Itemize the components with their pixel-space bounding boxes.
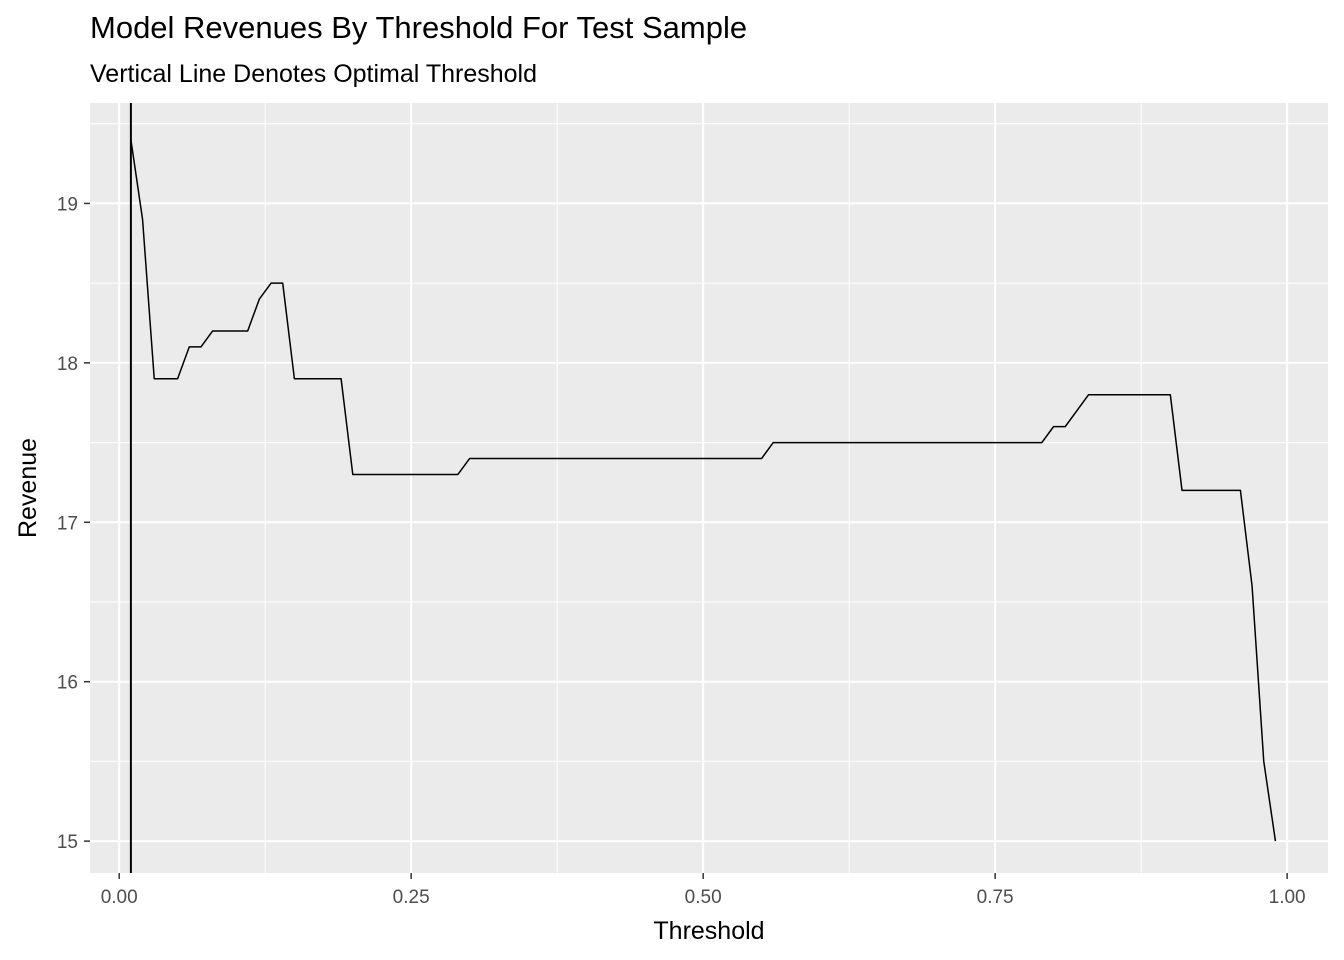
x-tick-label: 0.25 bbox=[393, 887, 430, 908]
major-grid bbox=[90, 103, 1328, 873]
chart-subtitle: Vertical Line Denotes Optimal Threshold bbox=[90, 60, 537, 88]
y-tick-label: 19 bbox=[57, 194, 78, 215]
plot-panel bbox=[90, 103, 1328, 873]
y-tick-label: 18 bbox=[57, 354, 78, 375]
x-tick-label: 0.00 bbox=[101, 887, 138, 908]
minor-grid bbox=[90, 103, 1328, 873]
y-axis: 15 16 17 18 19 bbox=[57, 194, 90, 853]
y-tick-label: 16 bbox=[57, 673, 78, 694]
y-tick-label: 17 bbox=[57, 513, 78, 534]
chart-title: Model Revenues By Threshold For Test Sam… bbox=[90, 10, 748, 45]
revenue-line-series bbox=[130, 139, 1277, 842]
x-axis: 0.00 0.25 0.50 0.75 1.00 bbox=[101, 873, 1306, 908]
x-tick-label: 0.50 bbox=[685, 887, 722, 908]
y-axis-title: Revenue bbox=[14, 438, 42, 538]
x-tick-label: 0.75 bbox=[977, 887, 1014, 908]
x-tick-label: 1.00 bbox=[1269, 887, 1306, 908]
x-axis-title: Threshold bbox=[653, 917, 764, 945]
series-layer bbox=[130, 139, 1277, 842]
y-tick-label: 15 bbox=[57, 832, 78, 853]
